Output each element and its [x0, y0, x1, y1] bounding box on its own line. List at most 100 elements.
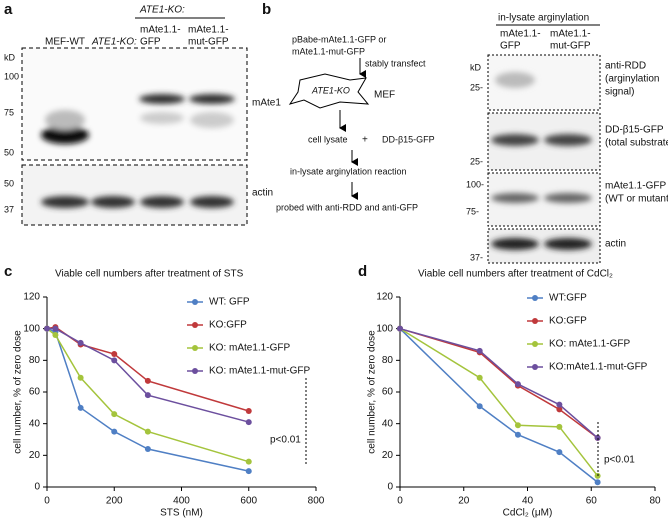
data-point — [594, 479, 601, 486]
x-axis-label: STS (nM) — [160, 508, 203, 519]
data-point — [476, 403, 483, 410]
legend-label: KO: mAte1.1-GFP — [209, 343, 290, 354]
x-tick-label: 200 — [106, 496, 123, 507]
x-tick-label: 40 — [522, 496, 534, 507]
data-point — [52, 325, 59, 332]
x-tick-label: 20 — [458, 496, 470, 507]
data-point — [245, 419, 252, 426]
data-point — [514, 381, 521, 388]
marker: 37 — [4, 204, 14, 214]
step: MEF — [374, 90, 395, 101]
data-point — [144, 446, 151, 452]
legend-swatch — [192, 299, 198, 305]
bands — [41, 94, 235, 144]
data-point — [111, 351, 118, 357]
marker: 25- — [470, 82, 483, 92]
y-tick-label: 40 — [29, 418, 41, 429]
box-label: actin — [605, 239, 626, 250]
data-point — [476, 374, 483, 381]
y-tick-label: 20 — [29, 450, 41, 461]
legend-label: KO: mAte1.1-mut-GFP — [209, 366, 310, 377]
box-label: DD-β15-GFP — [605, 125, 664, 136]
blot-label: mAte1 — [252, 98, 281, 109]
kd-label: kD — [470, 62, 482, 72]
data-point — [556, 406, 563, 413]
step: ATE1-KO — [311, 85, 350, 95]
y-tick-label: 80 — [29, 355, 41, 366]
marker: 50 — [4, 147, 14, 157]
y-tick-label: 100 — [376, 323, 393, 334]
y-tick-label: 0 — [387, 482, 393, 493]
step: probed with anti-RDD and anti-GFP — [276, 202, 418, 212]
legend-swatch — [192, 368, 198, 374]
legend-swatch — [532, 364, 538, 370]
legend-label: WT: GFP — [209, 297, 250, 308]
box-label: anti-RDD — [605, 61, 646, 72]
lane-label: mAte1.1- — [550, 29, 591, 40]
series-line — [399, 328, 599, 483]
marker: 100 — [4, 71, 19, 81]
series-line — [399, 328, 599, 477]
data-point — [52, 332, 59, 338]
y-axis-label: cell number, % of zero dose — [13, 330, 24, 454]
lane-label: ATE1-KO: — [91, 37, 137, 48]
kd-label: kD — [4, 52, 16, 62]
legend-swatch — [192, 322, 198, 328]
bands — [491, 72, 592, 250]
data-point — [556, 401, 563, 408]
legend-label: WT:GFP — [549, 293, 587, 304]
annotation: p<0.01 — [604, 455, 635, 466]
y-axis-label: cell number, % of zero dose — [367, 330, 378, 454]
data-point — [77, 374, 84, 381]
data-point — [144, 377, 151, 384]
data-point — [77, 339, 84, 346]
blot-header: in-lysate arginylation — [498, 13, 589, 24]
data-point — [245, 468, 252, 475]
data-point — [44, 325, 50, 332]
x-tick-label: 800 — [308, 496, 325, 507]
lane-label: MEF-WT — [45, 37, 85, 48]
step: mAte1.1-mut-GFP — [292, 46, 365, 56]
legend-label: KO:GFP — [549, 316, 587, 327]
panel-letter: b — [262, 1, 271, 18]
box-label: (WT or mutant) — [605, 194, 668, 205]
y-tick-label: 100 — [23, 323, 40, 334]
annotation: p<0.01 — [270, 435, 301, 446]
lane-label: mAte1.1- — [500, 29, 541, 40]
data-point — [594, 434, 601, 441]
blot-label: actin — [252, 188, 273, 199]
step: cell lysate — [308, 134, 348, 144]
group-header: ATE1-KO: — [139, 5, 185, 16]
y-tick-label: 0 — [34, 482, 40, 493]
panel-letter: a — [4, 1, 13, 18]
data-point — [111, 428, 118, 435]
x-tick-label: 80 — [649, 496, 661, 507]
y-tick-label: 120 — [376, 292, 393, 303]
step: stably transfect — [365, 58, 426, 68]
legend-swatch — [532, 318, 538, 324]
data-point — [476, 347, 483, 354]
x-tick-label: 0 — [397, 496, 403, 507]
y-tick-label: 60 — [29, 387, 41, 398]
x-tick-label: 0 — [44, 496, 50, 507]
marker: 75- — [466, 206, 479, 216]
y-tick-label: 40 — [382, 418, 394, 429]
box-label: mAte1.1-GFP — [605, 181, 666, 192]
cell-shape — [288, 73, 370, 109]
box-label: (total substrate) — [605, 138, 668, 149]
data-point — [144, 428, 151, 435]
y-tick-label: 20 — [382, 450, 394, 461]
step: in-lysate arginylation reaction — [290, 166, 407, 176]
data-point — [77, 404, 84, 411]
legend-swatch — [532, 295, 538, 301]
data-point — [514, 422, 521, 429]
chart-title: Viable cell numbers after treatment of C… — [418, 269, 613, 280]
data-point — [397, 325, 403, 332]
x-tick-label: 400 — [173, 496, 190, 507]
x-axis-label: CdCl₂ (μM) — [503, 508, 553, 519]
box-label: signal) — [605, 87, 634, 98]
lane-label: mut-GFP — [550, 41, 591, 52]
y-tick-label: 60 — [382, 387, 394, 398]
data-point — [111, 411, 118, 418]
